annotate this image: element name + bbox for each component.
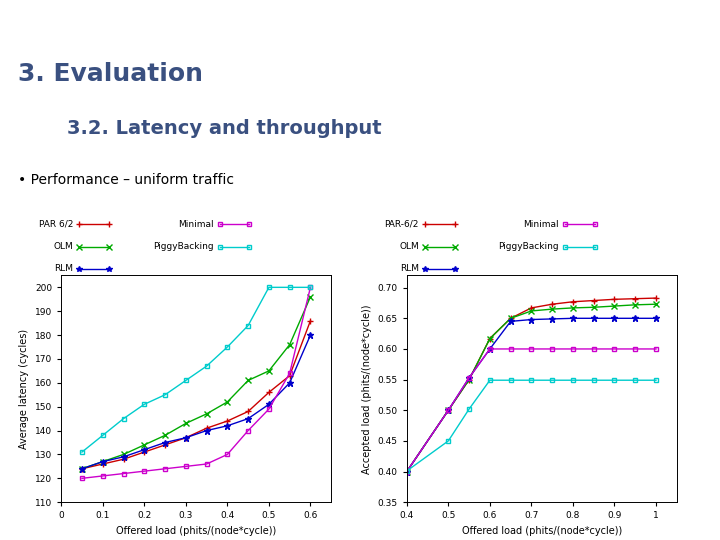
- Text: Efficient Routing Mechanisms for Dragonfly Networks: Efficient Routing Mechanisms for Dragonf…: [220, 15, 500, 25]
- X-axis label: Offered load (phits/(node*cycle)): Offered load (phits/(node*cycle)): [462, 526, 622, 536]
- Text: OLM: OLM: [399, 242, 419, 251]
- Text: PiggyBacking: PiggyBacking: [498, 242, 559, 251]
- Text: 19: 19: [685, 14, 702, 26]
- Y-axis label: Average latency (cycles): Average latency (cycles): [19, 329, 30, 449]
- Y-axis label: Accepted load (phits/(node*cycle)): Accepted load (phits/(node*cycle)): [362, 304, 372, 474]
- Text: RLM: RLM: [400, 265, 419, 273]
- Text: 3. Evaluation: 3. Evaluation: [18, 62, 203, 86]
- Text: PiggyBacking: PiggyBacking: [153, 242, 214, 251]
- Text: PAR-6/2: PAR-6/2: [384, 220, 419, 229]
- Text: • Performance – uniform traffic: • Performance – uniform traffic: [18, 173, 234, 187]
- Text: OLM: OLM: [53, 242, 73, 251]
- Text: PAR 6/2: PAR 6/2: [39, 220, 73, 229]
- Text: RLM: RLM: [54, 265, 73, 273]
- Text: 3.2. Latency and throughput: 3.2. Latency and throughput: [40, 119, 381, 138]
- Text: Minimal: Minimal: [178, 220, 214, 229]
- X-axis label: Offered load (phits/(node*cycle)): Offered load (phits/(node*cycle)): [116, 526, 276, 536]
- Text: Minimal: Minimal: [523, 220, 559, 229]
- Text: E. Vallejo: E. Vallejo: [11, 15, 58, 25]
